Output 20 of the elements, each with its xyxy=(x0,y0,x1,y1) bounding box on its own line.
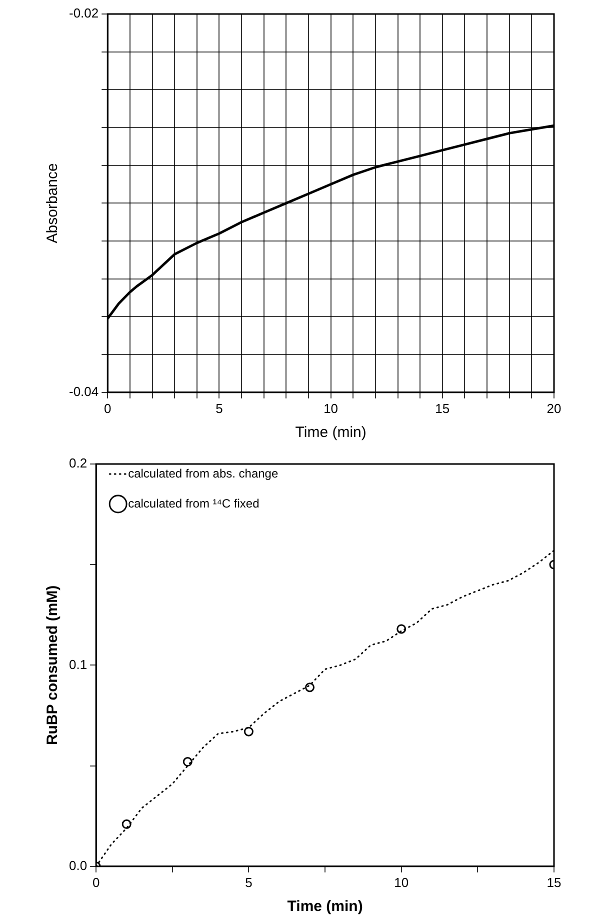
y-axis-title: RuBP consumed (mM) xyxy=(44,585,62,746)
x-axis-title: Time (min) xyxy=(287,898,363,916)
x-tick-label: 5 xyxy=(216,400,223,416)
legend-label: calculated from ¹⁴C fixed xyxy=(128,496,260,510)
legend-label: calculated from abs. change xyxy=(128,466,278,480)
y-tick-label: 0.2 xyxy=(68,456,88,471)
x-tick-label: 10 xyxy=(394,874,409,890)
x-tick-label: 10 xyxy=(324,400,338,416)
x-tick-label: 0 xyxy=(92,874,100,890)
x-tick-label: 15 xyxy=(435,400,450,416)
x-tick-label: 15 xyxy=(546,874,562,890)
y-tick-label: 0.0 xyxy=(68,858,88,873)
x-axis-title: Time (min) xyxy=(295,424,366,442)
y-tick-label: -0.04 xyxy=(68,384,99,399)
y-tick-label: 0.1 xyxy=(68,656,88,672)
y-tick-label: -0.02 xyxy=(68,6,99,21)
x-tick-label: 20 xyxy=(546,400,562,416)
x-tick-label: 0 xyxy=(104,400,112,416)
x-tick-label: 5 xyxy=(245,874,252,890)
y-axis-title: Absorbance xyxy=(44,163,62,244)
